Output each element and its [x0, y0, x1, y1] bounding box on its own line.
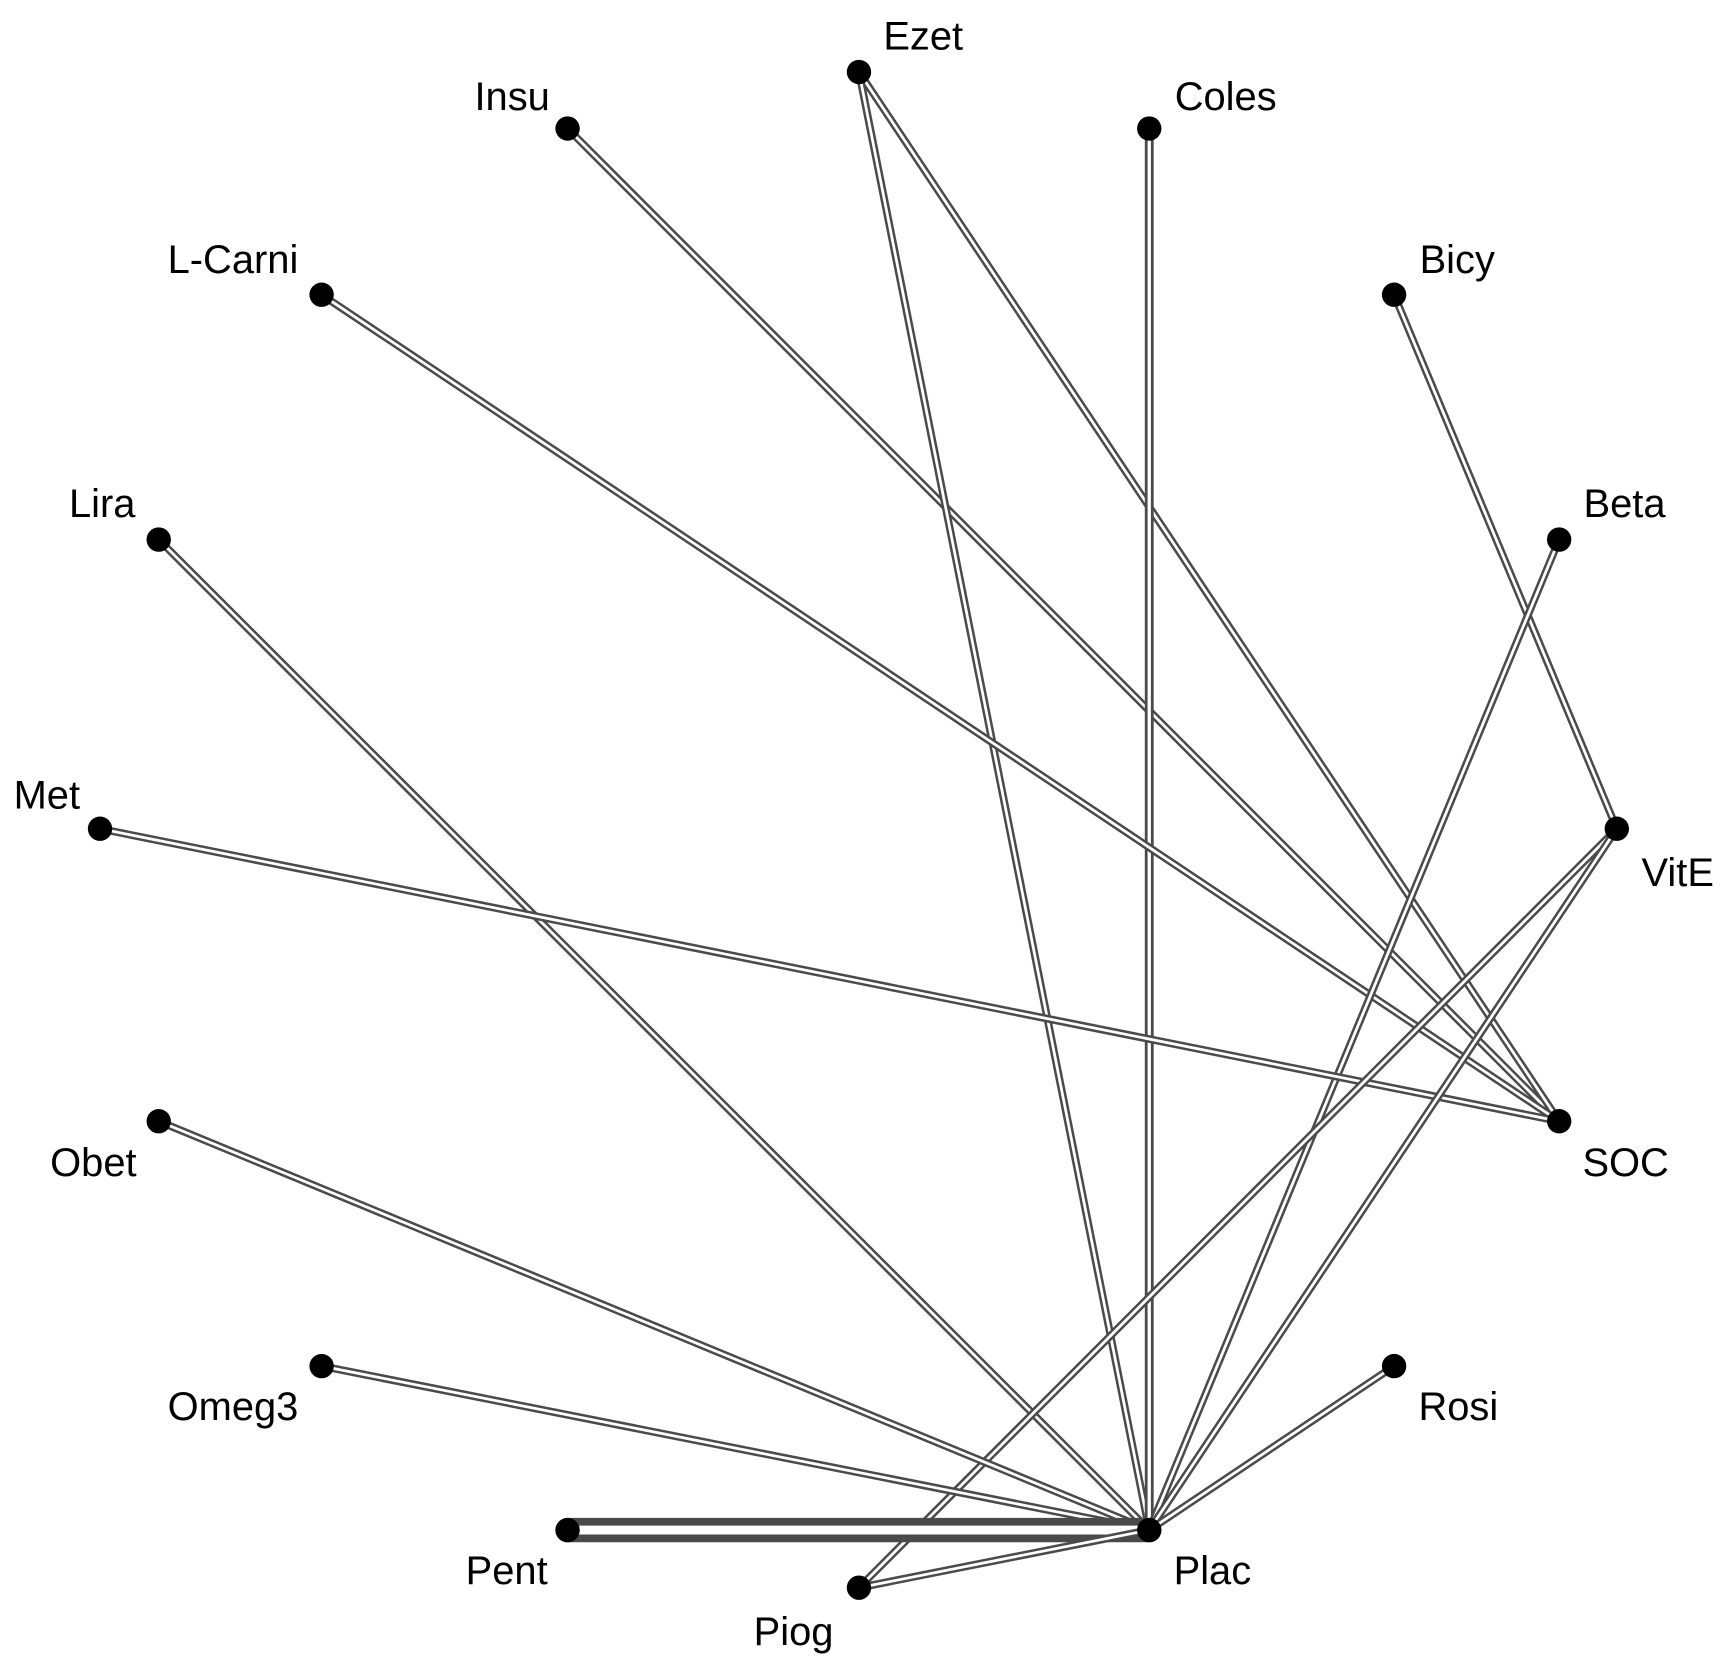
node-label: L-Carni: [168, 238, 299, 282]
edge: [563, 124, 1564, 1126]
node-label: Insu: [474, 75, 549, 119]
node: [846, 59, 872, 85]
edge: [1145, 535, 1564, 1534]
node: [146, 527, 171, 552]
node-label: Met: [14, 773, 80, 817]
node-label: Piog: [754, 1610, 834, 1654]
node-label: Coles: [1175, 75, 1277, 119]
edge: [1390, 290, 1621, 833]
node: [146, 1109, 171, 1134]
node: [1546, 1109, 1572, 1134]
edge: [855, 1526, 1154, 1592]
edge: [1145, 1362, 1398, 1534]
edge: [1145, 824, 1621, 1534]
edge: [96, 824, 1564, 1126]
node: [1604, 816, 1629, 841]
nodes: [87, 59, 1629, 1600]
node-label: Obet: [50, 1141, 136, 1185]
node-label: Rosi: [1418, 1385, 1498, 1429]
node-label: Plac: [1174, 1549, 1252, 1593]
node-label: Ezet: [883, 14, 963, 58]
node-label: Beta: [1584, 482, 1667, 526]
node: [1137, 116, 1162, 141]
node: [1381, 282, 1407, 307]
node-label: Bicy: [1420, 238, 1495, 282]
node: [1381, 1353, 1407, 1379]
labels: Ezet Insu Coles L-Carni Bicy Lira Beta M…: [14, 14, 1714, 1653]
node: [1546, 527, 1572, 552]
edge: [855, 68, 1564, 1126]
node-label: Lira: [69, 482, 136, 526]
edge: [317, 1362, 1154, 1534]
node-label: Pent: [466, 1549, 548, 1593]
edge: [855, 68, 1154, 1534]
node: [555, 116, 580, 141]
node: [555, 1517, 580, 1543]
node: [846, 1575, 872, 1600]
node: [309, 1353, 334, 1379]
node-label: VitE: [1642, 851, 1714, 895]
edge: [154, 1117, 1154, 1534]
node-label: SOC: [1582, 1141, 1668, 1185]
node: [1137, 1517, 1162, 1543]
node: [309, 282, 334, 307]
edge: [317, 290, 1564, 1126]
node-label: Omeg3: [168, 1385, 299, 1429]
edges: [96, 68, 1621, 1592]
node: [87, 816, 113, 841]
edge: [154, 535, 1154, 1534]
